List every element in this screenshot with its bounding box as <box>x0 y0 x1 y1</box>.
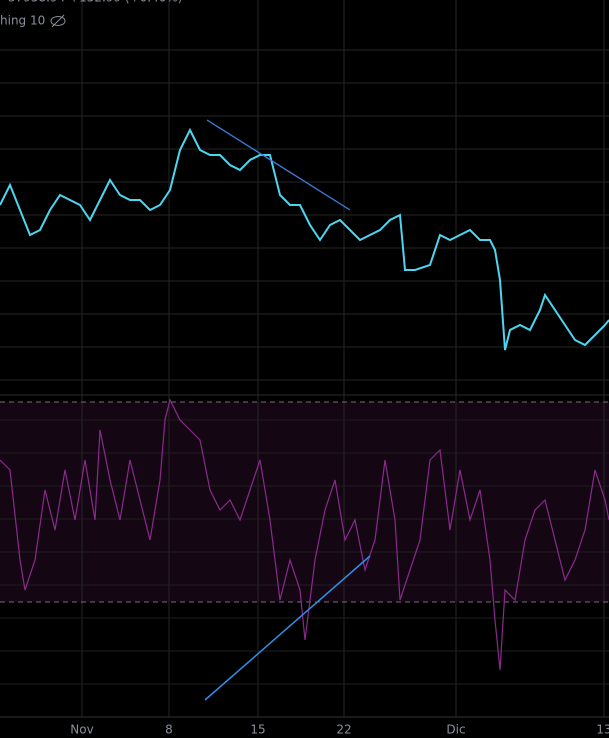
grid <box>0 0 609 717</box>
time-label: 15 <box>250 723 265 737</box>
time-label: Dic <box>446 723 465 737</box>
oscillator-trendline <box>204 555 371 701</box>
quote: 37958.94 +152.99 (+0.40%) <box>8 0 182 5</box>
time-axis: Nov 8 15 22 Dic 13 <box>70 723 609 737</box>
plots <box>0 127 609 671</box>
series-line <box>0 398 609 671</box>
time-label: 22 <box>336 723 351 737</box>
price-trendline <box>206 119 351 211</box>
time-label: 13 <box>596 723 609 737</box>
visibility-icon[interactable] <box>50 14 66 28</box>
indicator-label: hing 10 <box>0 14 45 28</box>
series-line <box>0 127 609 351</box>
time-label: Nov <box>70 723 93 737</box>
time-label: 8 <box>165 723 173 737</box>
oscillator-band <box>0 402 609 602</box>
